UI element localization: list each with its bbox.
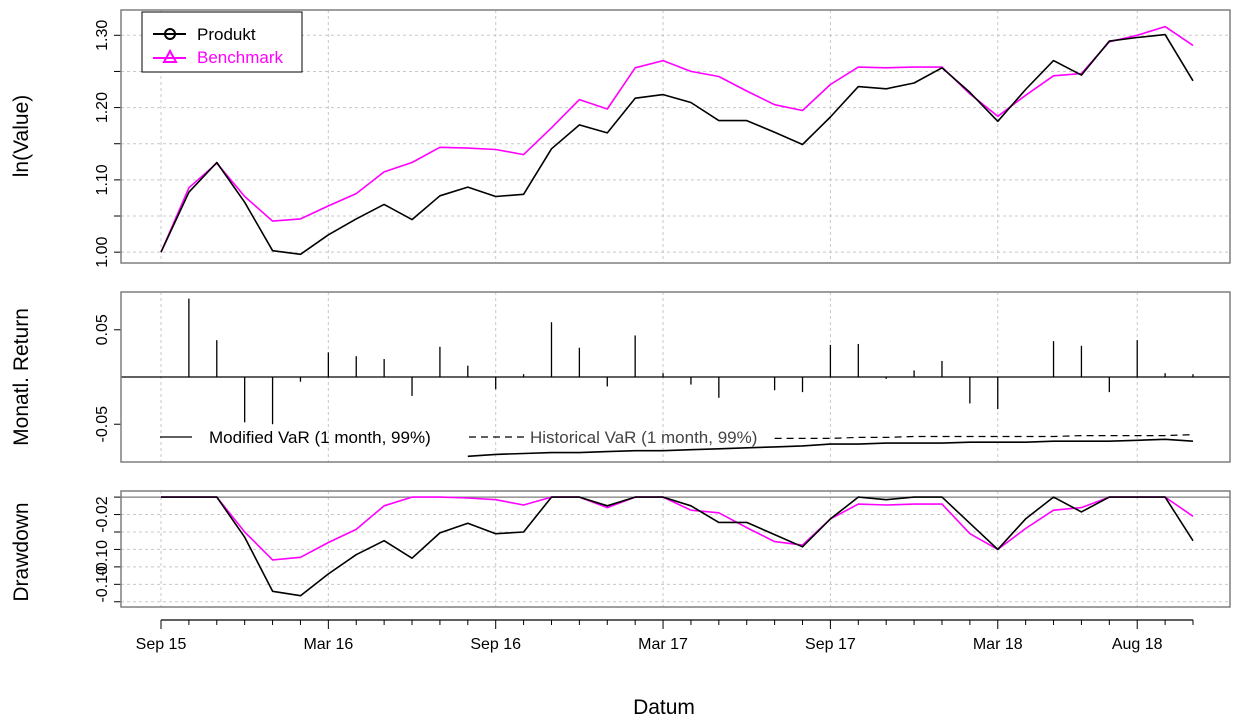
panel-frame [120,490,1231,608]
legend-marker-circle [164,28,176,40]
var-legend: Modified VaR (1 month, 99%) Historical V… [160,428,757,447]
legend-label-produkt: Produkt [197,25,256,44]
x-axis: Sep 15 Mar 16 Sep 16 Mar 17 Sep 17 Mar 18 Aug … [136,619,1194,653]
var-legend-label-historical: Historical VaR (1 month, 99%) [530,428,757,447]
x-tick-label: Mar 17 [638,636,688,653]
y-tick-label: -0.10 [94,540,111,577]
y-tick-label: 1.30 [94,20,111,51]
x-tick-label: Mar 18 [973,636,1023,653]
y-axis-label-value: ln(Value) [10,95,33,177]
y-tick-label: 0.05 [94,314,111,345]
x-tick-label: Sep 16 [470,636,521,653]
panel-value: 1.00 1.10 1.20 1.30 [94,9,1231,268]
y-tick-label: 1.00 [94,236,111,267]
benchmark-line-drawdown [161,496,1194,561]
y-tick-label: 1.10 [94,164,111,195]
x-axis-label: Datum [633,696,695,719]
panel-frame [120,291,1231,463]
x-tick-label: Sep 17 [805,636,856,653]
y-tick-label: -0.10 [94,566,111,603]
modified-var-line [467,438,1194,458]
x-tick-label: Mar 16 [303,636,353,653]
produkt-line-drawdown [161,496,1194,597]
x-tick-label: Aug 18 [1112,636,1163,653]
legend: Produkt Benchmark [141,11,303,73]
legend-marker-triangle [162,48,178,63]
panel-drawdown: -0.02 -0.10-0.10 [94,490,1231,608]
y-tick-label: -0.02 [94,496,111,533]
y-axis-label-return: Monatl. Return [10,308,33,446]
panel-frame [120,9,1231,264]
var-legend-label-modified: Modified VaR (1 month, 99%) [209,428,431,447]
x-tick-label: Sep 15 [136,636,187,653]
historical-var-line [774,434,1194,439]
legend-item-benchmark: Benchmark [153,48,283,67]
legend-label-benchmark: Benchmark [197,48,283,67]
y-tick-label: -0.05 [94,406,111,443]
y-tick-label: 1.20 [94,92,111,123]
panel-return: 0.05 -0.05 [94,291,1231,463]
y-axis-label-drawdown: Drawdown [10,502,33,601]
benchmark-line-value [160,25,1194,253]
legend-item-produkt: Produkt [153,25,256,44]
produkt-line-value [160,33,1194,256]
